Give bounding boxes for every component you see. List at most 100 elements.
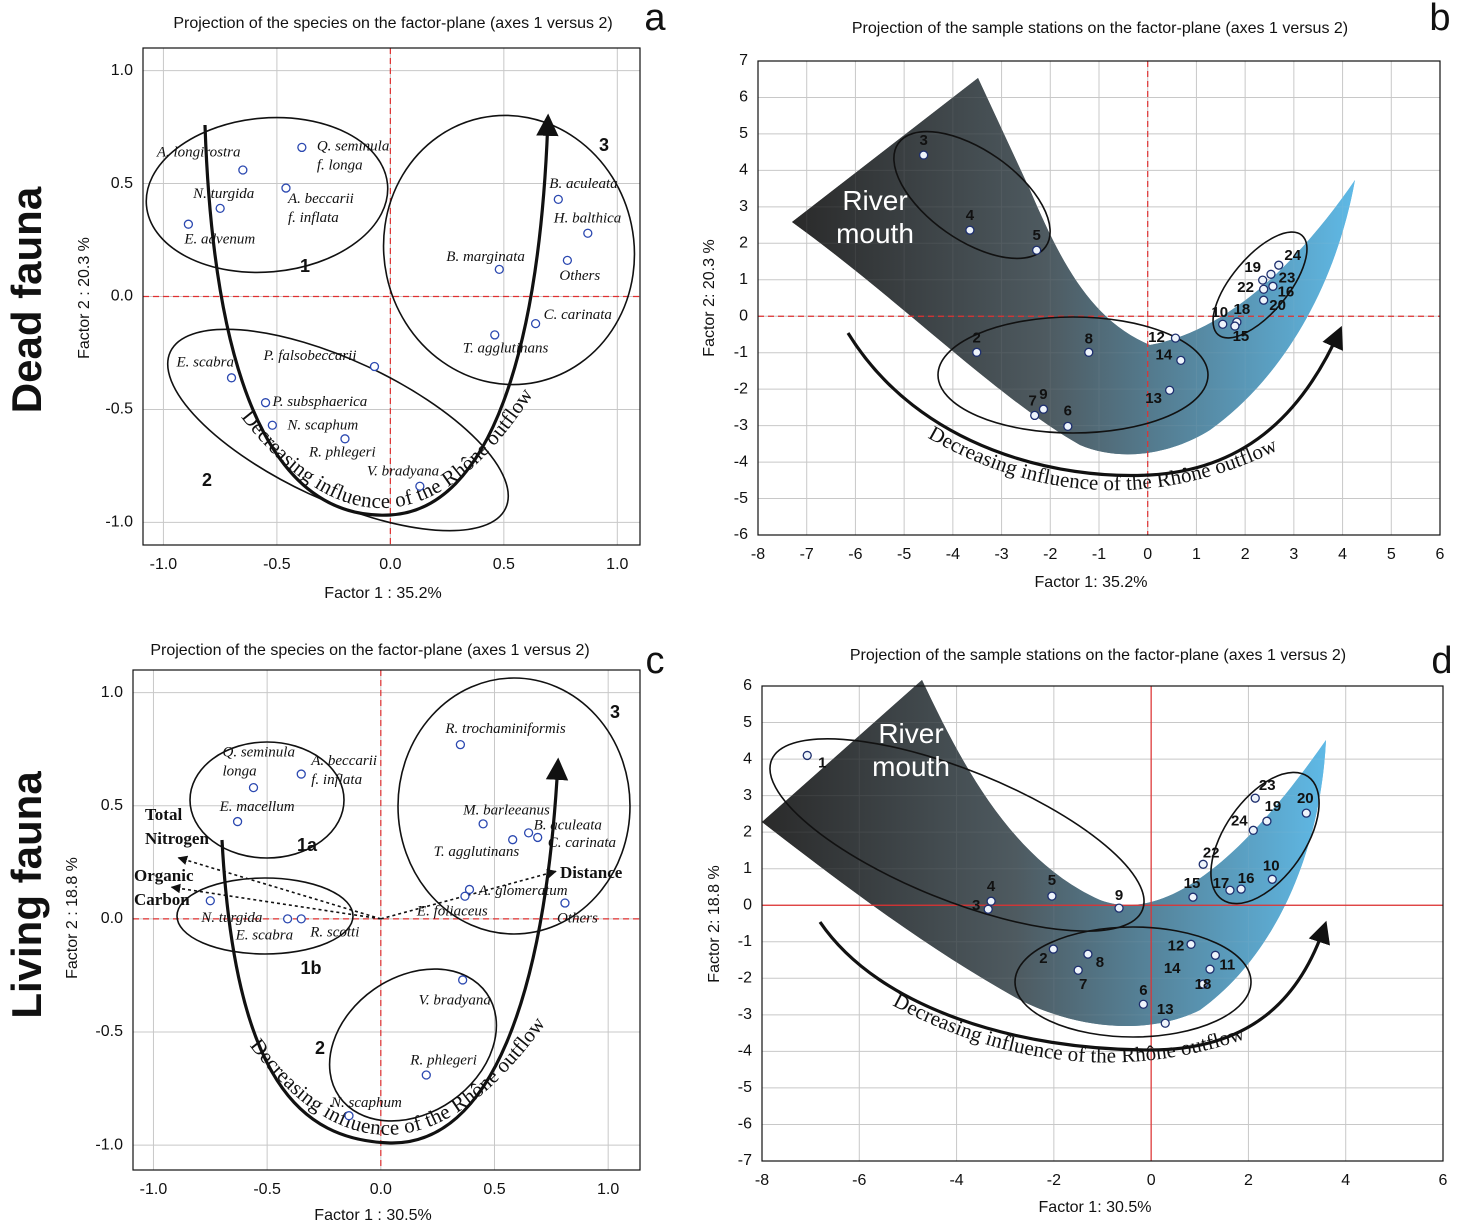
point-label: 19 bbox=[1244, 259, 1261, 276]
trend-arrow bbox=[846, 325, 1343, 478]
plot-frame bbox=[761, 685, 1444, 1162]
point-label: N. turgida bbox=[192, 186, 254, 202]
point bbox=[802, 750, 812, 761]
group-ellipse bbox=[397, 677, 631, 935]
group-ellipse bbox=[189, 741, 345, 859]
point bbox=[296, 914, 306, 924]
point-label: 1 bbox=[818, 754, 826, 771]
point bbox=[1225, 885, 1235, 895]
group-ellipse bbox=[176, 877, 354, 955]
y-tick-label: -2 bbox=[734, 380, 748, 397]
y-tick-label: 2 bbox=[739, 235, 748, 252]
point bbox=[1047, 891, 1057, 901]
point bbox=[490, 330, 500, 340]
point-label: B. marginata bbox=[446, 249, 525, 265]
y-tick-label: 7 bbox=[739, 52, 748, 69]
point bbox=[583, 228, 593, 238]
x-tick-label: 6 bbox=[1436, 546, 1445, 563]
annotation: 2 bbox=[315, 1038, 325, 1058]
point bbox=[1030, 410, 1040, 421]
trend-arrow bbox=[220, 757, 569, 1145]
point-label: N. scaphum bbox=[286, 418, 358, 434]
y-tick-label: 0.0 bbox=[101, 910, 123, 927]
gradient-band bbox=[792, 78, 1355, 455]
point-label: 18 bbox=[1195, 976, 1212, 993]
point-label: 16 bbox=[1238, 870, 1255, 887]
point bbox=[226, 373, 237, 383]
point-label: 24 bbox=[1231, 812, 1248, 829]
x-tick-label: 0.5 bbox=[483, 1181, 505, 1198]
y-tick-label: -1 bbox=[738, 933, 752, 950]
point bbox=[1084, 347, 1094, 357]
point bbox=[1259, 284, 1269, 294]
point-label: 13 bbox=[1157, 1001, 1174, 1018]
chart-title: Projection of the species on the factor-… bbox=[173, 15, 612, 32]
y-tick-label: 5 bbox=[743, 714, 752, 731]
y-tick-label: -7 bbox=[738, 1152, 752, 1169]
point bbox=[965, 225, 975, 235]
point bbox=[267, 420, 278, 430]
point bbox=[972, 347, 982, 357]
y-tick-label: 1.0 bbox=[111, 62, 133, 79]
panel: -8 -6 -4 -2 0 2 4 6-7-6-5-4-3-2-10123456Decreas… bbox=[706, 640, 1452, 1216]
panel-letter: c bbox=[646, 640, 665, 682]
gradient-band bbox=[762, 680, 1326, 1027]
y-tick-label: 2 bbox=[743, 823, 752, 840]
point-label: A. beccarii f. inflata bbox=[287, 192, 354, 227]
point-label: A. longirostra bbox=[156, 144, 241, 160]
y-tick-label: -6 bbox=[734, 526, 748, 543]
point bbox=[1198, 979, 1208, 989]
point-label: T. agglutinans bbox=[434, 844, 520, 860]
chart-title: Projection of the sample stations on the… bbox=[852, 20, 1348, 37]
group-ellipse bbox=[382, 114, 636, 386]
y-tick-label: -4 bbox=[734, 453, 748, 470]
point bbox=[1038, 404, 1049, 414]
point-label: 15 bbox=[1233, 328, 1250, 345]
vector bbox=[177, 855, 382, 920]
point-label: 2 bbox=[1039, 950, 1047, 967]
point bbox=[560, 898, 570, 908]
y-tick-label: 0 bbox=[739, 307, 748, 324]
point-label: 12 bbox=[1168, 937, 1185, 954]
y-tick-label: 5 bbox=[739, 125, 748, 142]
point bbox=[1114, 903, 1124, 913]
point-label: E. macellum bbox=[219, 799, 295, 815]
x-tick-label: -4 bbox=[946, 546, 960, 563]
y-tick-label: 0 bbox=[743, 896, 752, 913]
x-tick-label: -3 bbox=[994, 546, 1008, 563]
vector bbox=[170, 883, 381, 920]
x-tick-label: 3 bbox=[1289, 546, 1298, 563]
point-label: E. foliaceus bbox=[416, 904, 488, 920]
point-label: 20 bbox=[1297, 790, 1314, 807]
point bbox=[1230, 321, 1240, 331]
point-label: A. beccarii f. inflata bbox=[310, 754, 377, 789]
x-tick-label: -4 bbox=[949, 1172, 963, 1189]
y-tick-label: -5 bbox=[738, 1079, 752, 1096]
point bbox=[1248, 825, 1258, 835]
point-label: 16 bbox=[1278, 283, 1295, 300]
point-label: Q. seminula longa bbox=[222, 745, 294, 780]
point bbox=[464, 884, 475, 895]
point bbox=[458, 975, 468, 985]
point bbox=[494, 264, 504, 275]
x-tick-label: -0.5 bbox=[263, 556, 291, 573]
vector-label: Organic Carbon bbox=[134, 866, 194, 909]
point bbox=[1031, 245, 1042, 255]
point-label: Q. seminula f. longa bbox=[317, 139, 390, 174]
vector-label: Total Nitrogen bbox=[145, 805, 209, 848]
annotation: 3 bbox=[599, 135, 609, 155]
panel-letter: d bbox=[1431, 640, 1452, 682]
point-label: 8 bbox=[1085, 330, 1093, 347]
group-ellipse bbox=[145, 116, 389, 274]
point-label: C. carinata bbox=[544, 307, 612, 323]
point bbox=[296, 769, 306, 779]
x-tick-label: 0 bbox=[1143, 546, 1152, 563]
point bbox=[1250, 793, 1260, 803]
point-label: C. carinata bbox=[548, 835, 616, 851]
point-label: R. trochaminiformis bbox=[444, 721, 565, 737]
x-tick-label: 1 bbox=[1192, 546, 1201, 563]
point-label: 14 bbox=[1155, 346, 1172, 363]
x-axis-label: Factor 1: 35.2% bbox=[1035, 574, 1148, 591]
point-label: Others bbox=[559, 268, 600, 284]
group-ellipse bbox=[1212, 231, 1308, 339]
